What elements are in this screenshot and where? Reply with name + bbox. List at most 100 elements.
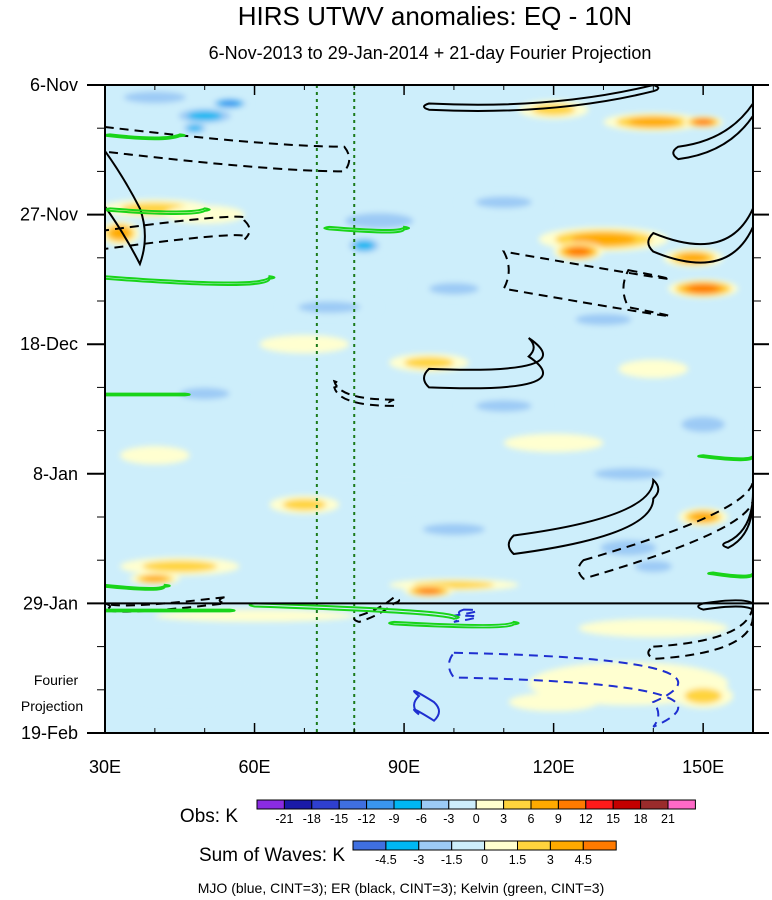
- anomaly-patch: [594, 468, 663, 480]
- anomaly-patch: [429, 282, 479, 295]
- colorbar-swatch: [503, 799, 532, 810]
- plot-frame: [104, 84, 754, 734]
- colorbar-swatch: [484, 840, 519, 851]
- colorbar-swatch: [366, 799, 395, 810]
- anomaly-patch: [508, 692, 599, 712]
- colorbar-swatch: [530, 799, 559, 810]
- anomaly-patch: [628, 117, 679, 127]
- colorbar-swatch: [582, 840, 617, 851]
- er-contour: [105, 215, 251, 250]
- kelvin-contour: [105, 133, 186, 141]
- colorbar-level-label: 21: [661, 812, 675, 826]
- mjo-contour: [453, 608, 478, 623]
- er-contour: [507, 477, 660, 556]
- y-tick-label: 18-Dec: [20, 334, 78, 354]
- obs-colorbar-label: Obs: K: [180, 806, 238, 827]
- contour-legend-footer: MJO (blue, CINT=3); ER (black, CINT=3); …: [198, 880, 605, 896]
- anomaly-patch: [503, 433, 604, 453]
- anomaly-patch: [690, 512, 716, 522]
- colorbar-level-label: 3: [547, 853, 554, 867]
- waves-colorbar-label: Sum of Waves: K: [199, 845, 345, 866]
- reference-lines: [315, 85, 356, 733]
- plot-area: [105, 85, 753, 733]
- colorbar-swatch: [612, 799, 642, 810]
- colorbar-level-label: 9: [555, 812, 562, 826]
- er-contour: [647, 206, 753, 264]
- colorbar-level-label: 0: [481, 853, 488, 867]
- projection-label-line1: Fourier: [34, 672, 79, 688]
- mjo-contour: [447, 651, 680, 728]
- er-contour: [501, 250, 671, 318]
- colorbar-swatch: [420, 799, 450, 810]
- colorbar-level-label: -9: [388, 812, 399, 826]
- colorbar-swatch: [585, 799, 614, 810]
- kelvin-contour: [105, 207, 211, 215]
- colorbar-level-label: -6: [416, 812, 427, 826]
- colorbar-level-label: 3: [500, 812, 507, 826]
- colorbar-level-label: -12: [358, 812, 376, 826]
- y-tick-label: 6-Nov: [30, 75, 78, 95]
- anomaly-patch: [567, 247, 590, 256]
- anomaly-patch: [475, 400, 532, 412]
- colorbar-level-label: -4.5: [375, 853, 397, 867]
- colorbar-swatch: [667, 799, 696, 810]
- projection-label-line2: Projection: [21, 698, 83, 714]
- kelvin-contour: [105, 583, 171, 591]
- er-contour: [332, 379, 395, 407]
- er-contour: [672, 102, 753, 161]
- anomaly-patch: [187, 111, 223, 121]
- anomaly-patch: [575, 313, 632, 326]
- anomaly-patch: [142, 560, 218, 573]
- colorbar-level-label: -3: [413, 853, 424, 867]
- anomaly-patch: [618, 359, 689, 379]
- colorbar-level-label: -18: [303, 812, 321, 826]
- colorbar-swatch: [418, 840, 453, 851]
- anomaly-patch: [600, 540, 657, 556]
- colorbar-swatch: [557, 799, 587, 810]
- chart-title: HIRS UTWV anomalies: EQ - 10N: [238, 1, 632, 31]
- colorbar-swatch: [475, 799, 505, 810]
- axis-ticks: 30E 60E 90E 120E 150E 6-Nov 27-Nov 18-Dec 8-Jan 2…: [20, 75, 769, 777]
- anomaly-patch: [678, 253, 709, 263]
- anomaly-patch: [578, 618, 729, 638]
- wave-contours: [105, 85, 753, 728]
- anomaly-patch: [422, 523, 486, 536]
- waves-colorbar: Sum of Waves: K -4.5 -3 -1.5 0 1.5 3 4.5: [199, 840, 617, 867]
- colorbar-swatch: [283, 799, 313, 810]
- anomaly-patch: [344, 213, 414, 229]
- colorbar-swatch: [517, 840, 551, 851]
- y-tick-label: 27-Nov: [20, 205, 78, 225]
- kelvin-contour: [105, 608, 236, 613]
- kelvin-contour: [697, 454, 753, 462]
- kelvin-contour: [707, 571, 753, 579]
- mjo-contour: [413, 690, 440, 722]
- anomaly-patch: [154, 609, 355, 622]
- colorbar-swatch: [549, 840, 584, 851]
- anomaly-patch: [105, 665, 255, 703]
- colorbar-level-label: 1.5: [509, 853, 526, 867]
- y-tick-label: 8-Jan: [33, 464, 78, 484]
- anomaly-patch: [684, 688, 722, 704]
- er-contour: [105, 149, 146, 267]
- anomaly-patch: [418, 588, 440, 594]
- colorbar-level-label: 0: [473, 812, 480, 826]
- kelvin-contour: [388, 620, 520, 629]
- kelvin-contour: [105, 392, 191, 397]
- colorbar-swatch: [311, 799, 340, 810]
- er-contour: [423, 337, 544, 390]
- er-contour: [577, 477, 753, 580]
- x-tick-label: 90E: [388, 757, 420, 777]
- colorbar-swatch: [256, 799, 285, 810]
- anomaly-patch: [298, 301, 361, 313]
- er-contour: [722, 490, 753, 549]
- colorbar-level-label: 15: [606, 812, 620, 826]
- er-contour: [697, 599, 753, 611]
- anomaly-patch: [259, 334, 350, 354]
- colorbar-level-label: 18: [634, 812, 648, 826]
- anomaly-patch: [119, 446, 190, 465]
- anomaly-patch: [571, 233, 636, 246]
- colorbar-swatch: [338, 799, 368, 810]
- anomaly-patch: [142, 575, 168, 582]
- colorbar-swatch: [352, 840, 387, 851]
